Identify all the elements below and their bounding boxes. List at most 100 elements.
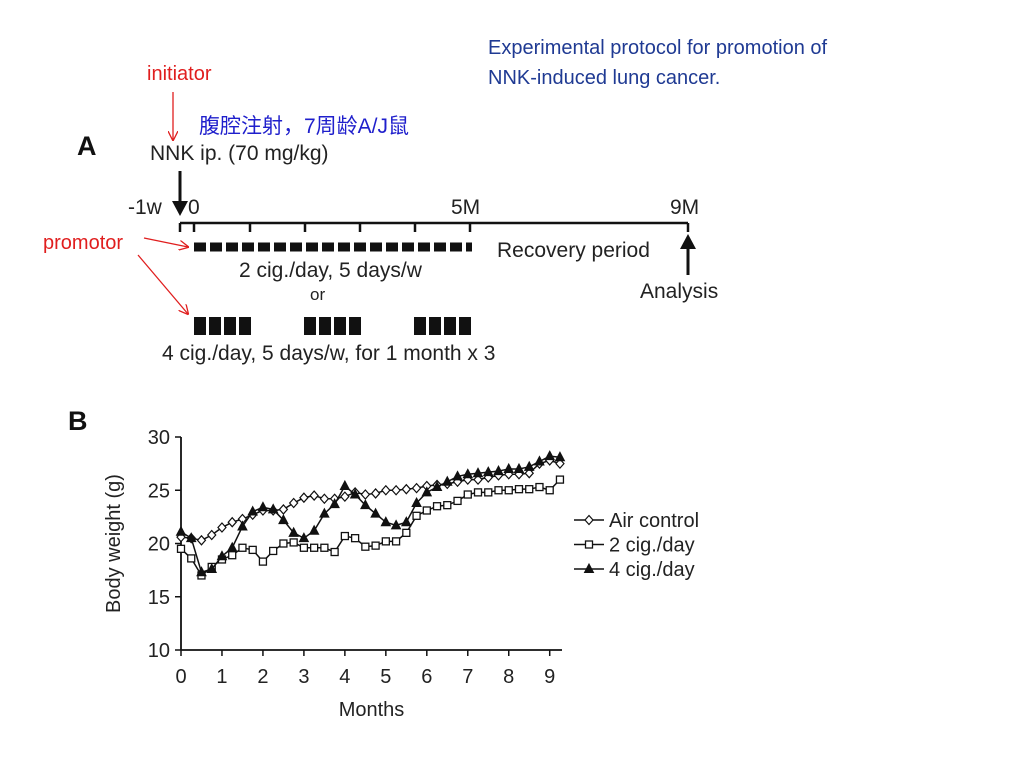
data-point-4-cig-day [247, 505, 259, 516]
legend-marker-air-control [584, 514, 594, 526]
x-axis-label: Months [339, 699, 405, 721]
data-point-2-cig-day [422, 506, 431, 515]
data-point-4-cig-day [400, 516, 412, 527]
legend-label-2-cig-day: 2 cig./day [609, 535, 695, 557]
data-point-4-cig-day [226, 541, 238, 552]
data-point-air-control [360, 489, 371, 500]
or-label: or [310, 285, 326, 304]
data-point-4-cig-day [390, 519, 402, 530]
series-line-4-cig-day [180, 455, 561, 574]
tick-label-0: 0 [188, 196, 200, 219]
data-point-4-cig-day [185, 532, 197, 543]
analysis-arrowhead-icon [680, 234, 696, 249]
exposure-schedule-2 [194, 317, 471, 335]
data-point-air-control [473, 474, 483, 486]
y-tick-label: 10 [148, 640, 170, 662]
data-point-2-cig-day [545, 486, 554, 495]
x-tick-label: 3 [298, 666, 309, 688]
data-point-4-cig-day [267, 503, 279, 514]
data-point-4-cig-day [493, 465, 504, 476]
data-point-air-control [309, 490, 319, 501]
y-tick-label: 25 [148, 480, 170, 502]
schedule-1-label: 2 cig./day, 5 days/w [239, 259, 422, 282]
y-tick-label: 15 [148, 587, 170, 609]
data-point-2-cig-day [484, 488, 493, 497]
series-line-air-control [180, 459, 561, 542]
data-point-4-cig-day [349, 488, 361, 499]
nnk-label: NNK ip. (70 mg/kg) [150, 142, 329, 165]
data-point-2-cig-day [187, 554, 196, 563]
x-tick-label: 2 [257, 666, 268, 688]
data-point-2-cig-day [350, 534, 360, 543]
data-point-4-cig-day [319, 507, 330, 518]
title-line-1: Experimental protocol for promotion of [488, 37, 828, 59]
data-point-2-cig-day [279, 539, 288, 548]
data-point-2-cig-day [525, 485, 534, 494]
data-point-air-control [340, 491, 350, 503]
data-point-2-cig-day [443, 501, 452, 510]
data-point-2-cig-day [432, 502, 442, 511]
initiator-label: initiator [147, 63, 212, 85]
tick-label-9m: 9M [670, 196, 700, 219]
x-tick-label: 8 [503, 666, 514, 688]
x-tick-label: 4 [339, 666, 350, 688]
data-point-air-control [411, 482, 422, 494]
data-point-4-cig-day [513, 462, 525, 473]
tick-label-minus1w: -1w [128, 196, 162, 219]
legend-label-4-cig-day: 4 cig./day [609, 559, 695, 581]
data-point-2-cig-day [361, 542, 370, 551]
schedule-2-label: 4 cig./day, 5 days/w, for 1 month x 3 [162, 342, 496, 365]
data-point-air-control [401, 483, 412, 495]
legend-label-air-control: Air control [609, 510, 699, 532]
panel-b-letter: B [68, 406, 88, 436]
data-point-4-cig-day [175, 525, 187, 536]
legend-marker-2-cig-day [584, 540, 594, 549]
data-point-4-cig-day [339, 479, 351, 490]
legend-marker-4-cig-day [583, 562, 595, 573]
data-point-air-control [319, 493, 330, 505]
data-point-2-cig-day [453, 496, 462, 506]
x-tick-label: 5 [380, 666, 391, 688]
data-point-air-control [381, 484, 391, 496]
data-point-2-cig-day [176, 544, 186, 553]
data-point-4-cig-day [308, 524, 320, 535]
data-point-4-cig-day [421, 486, 433, 497]
data-point-2-cig-day [269, 546, 278, 556]
y-tick-label: 30 [148, 427, 170, 449]
data-point-2-cig-day [320, 543, 329, 552]
data-point-4-cig-day [452, 470, 463, 481]
data-point-4-cig-day [298, 532, 310, 543]
y-tick-label: 20 [148, 534, 170, 556]
data-point-2-cig-day [402, 528, 411, 537]
slide-title: Experimental protocol for promotion of N… [488, 33, 948, 93]
data-point-2-cig-day [555, 475, 565, 484]
title-line-2: NNK-induced lung cancer. [488, 67, 721, 89]
panel-a-letter: A [77, 131, 97, 161]
data-point-4-cig-day [462, 468, 474, 479]
promotor-arrow-1 [143, 237, 188, 247]
data-point-2-cig-day [535, 482, 544, 492]
y-axis-label: Body weight (g) [103, 474, 125, 613]
data-point-2-cig-day [371, 541, 380, 550]
x-tick-label: 6 [421, 666, 432, 688]
data-point-2-cig-day [473, 488, 483, 497]
data-point-4-cig-day [544, 450, 556, 461]
nnk-arrowhead-icon [172, 201, 188, 216]
data-point-2-cig-day [248, 545, 257, 555]
data-point-4-cig-day [370, 507, 381, 518]
data-point-4-cig-day [237, 520, 248, 531]
x-tick-label: 0 [175, 666, 186, 688]
data-point-2-cig-day [494, 486, 503, 495]
data-point-4-cig-day [411, 496, 422, 508]
tick-label-5m: 5M [451, 196, 481, 219]
data-point-air-control [206, 529, 217, 541]
data-point-2-cig-day [391, 537, 401, 546]
data-point-air-control [299, 492, 309, 504]
x-tick-label: 7 [462, 666, 473, 688]
data-point-4-cig-day [523, 460, 535, 471]
data-point-air-control [196, 534, 207, 546]
data-point-air-control [555, 458, 565, 470]
promotor-arrow-2 [137, 254, 188, 314]
data-point-4-cig-day [216, 550, 228, 561]
